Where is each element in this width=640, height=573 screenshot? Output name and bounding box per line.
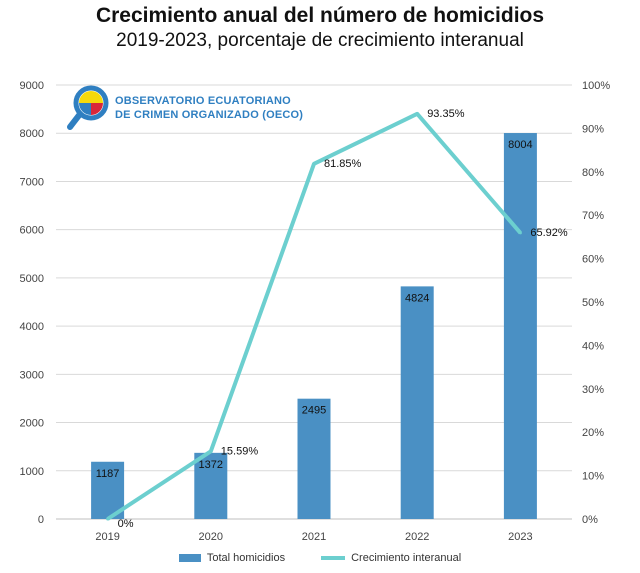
logo-line-2: DE CRIMEN ORGANIZADO (OECO) [115, 109, 304, 121]
x-tick-label: 2023 [508, 531, 532, 543]
chart-title: Crecimiento anual del número de homicidi… [95, 4, 545, 27]
chart-subtitle: 2019-2023, porcentaje de crecimiento int… [116, 30, 524, 51]
left-tick-label: 9000 [20, 80, 44, 92]
right-tick-label: 100% [582, 80, 610, 92]
left-tick-label: 2000 [20, 418, 44, 430]
right-tick-label: 60% [582, 254, 604, 266]
line-value-label: 0% [118, 518, 134, 530]
line-point [106, 517, 110, 521]
left-tick-label: 6000 [20, 225, 44, 237]
x-tick-label: 2019 [95, 531, 119, 543]
bar-value-label: 1187 [96, 468, 120, 480]
left-tick-label: 3000 [20, 369, 44, 381]
right-tick-label: 50% [582, 297, 604, 309]
line-point [209, 449, 213, 453]
right-tick-label: 80% [582, 167, 604, 179]
legend-item-bars: Total homicidios [178, 552, 286, 564]
left-tick-label: 7000 [20, 176, 44, 188]
bar [194, 452, 228, 519]
bar-value-label: 1372 [199, 459, 223, 471]
right-tick-label: 90% [582, 123, 604, 135]
magnifier-logo-icon [67, 85, 109, 130]
right-tick-label: 20% [582, 427, 604, 439]
x-tick-label: 2020 [199, 531, 223, 543]
line-series: 0% 15.59% 81.85% 93.35% 65.92% [106, 108, 568, 530]
legend-line-swatch [321, 556, 346, 560]
gridlines [56, 84, 572, 520]
logo-text: OBSERVATORIO ECUATORIANO DE CRIMEN ORGAN… [115, 94, 303, 122]
right-axis-ticks: 0% 10% 20% 30% 40% 50% 60% 70% 80% 90% 100% [582, 80, 610, 526]
bar [400, 286, 434, 519]
left-tick-label: 4000 [20, 321, 44, 333]
right-tick-label: 0% [582, 514, 598, 526]
logo-line-1: OBSERVATORIO ECUATORIANO [115, 95, 291, 107]
line-point [518, 231, 522, 235]
bar [503, 133, 537, 519]
left-tick-label: 5000 [20, 273, 44, 285]
right-tick-label: 70% [582, 210, 604, 222]
left-axis-ticks: 0 1000 2000 3000 4000 5000 6000 7000 8000 9000 [20, 80, 44, 526]
legend-item-line: Crecimiento interanual [321, 552, 461, 564]
bar-value-label: 2495 [302, 405, 326, 417]
left-tick-label: 8000 [20, 128, 44, 140]
left-tick-label: 1000 [20, 466, 44, 478]
bar-value-label: 8004 [508, 139, 532, 151]
legend: Total homicidios Crecimiento interanual [0, 552, 640, 564]
legend-line-label: Crecimiento interanual [351, 552, 462, 564]
x-tick-label: 2022 [405, 531, 429, 543]
legend-bar-label: Total homicidios [206, 552, 286, 564]
right-tick-label: 40% [582, 340, 604, 352]
x-tick-label: 2021 [302, 531, 326, 543]
legend-bar-swatch [178, 554, 201, 562]
line-value-label: 65.92% [530, 227, 568, 239]
line-value-label: 93.35% [427, 108, 465, 120]
right-tick-label: 30% [582, 384, 604, 396]
line-point [312, 162, 316, 166]
bar-series: 1187 1372 2495 4824 8004 [91, 133, 537, 519]
bar [297, 398, 331, 519]
line-value-label: 15.59% [221, 445, 259, 457]
line-value-label: 81.85% [324, 158, 362, 170]
x-axis-ticks: 2019 2020 2021 2022 2023 [95, 531, 532, 543]
right-tick-label: 10% [582, 471, 604, 483]
bar-value-label: 4824 [405, 292, 429, 304]
left-tick-label: 0 [38, 514, 44, 526]
line-point [415, 112, 419, 116]
